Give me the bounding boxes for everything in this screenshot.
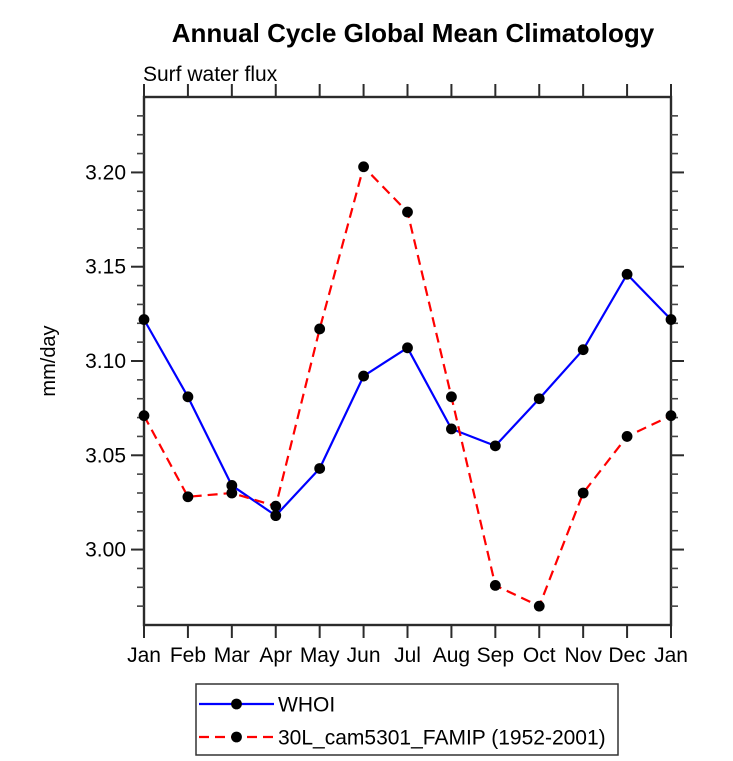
x-tick-label-0: Jan — [127, 644, 161, 667]
data-point-s1-m5 — [358, 161, 369, 173]
data-point-s0-m0 — [138, 314, 150, 325]
data-point-s1-m7 — [446, 391, 457, 403]
x-tick-label-8: Sep — [477, 644, 514, 667]
data-point-s1-m9 — [533, 600, 545, 612]
data-point-s1-m0 — [138, 410, 150, 422]
x-tick-label-3: Apr — [259, 644, 292, 667]
legend-box — [195, 683, 619, 756]
data-point-s0-m6 — [402, 342, 413, 354]
data-point-s0-m3 — [270, 510, 282, 522]
data-point-s0-m10 — [577, 344, 589, 356]
data-point-s0-m1 — [182, 391, 194, 403]
data-point-s0-m8 — [489, 440, 501, 452]
x-tick-label-4: May — [300, 644, 340, 667]
x-tick-label-9: Oct — [523, 644, 556, 667]
data-point-s0-m2 — [226, 480, 238, 491]
x-tick-label-11: Dec — [608, 644, 645, 667]
data-point-s0-m4 — [314, 463, 326, 474]
y-tick-label-0: 3.00 — [85, 539, 126, 562]
data-point-s0-m11 — [621, 268, 633, 280]
data-point-s1-m8 — [489, 580, 501, 591]
y-tick-label-2: 3.10 — [85, 350, 126, 373]
x-tick-label-12: Jan — [654, 644, 688, 667]
legend-marker-0 — [231, 698, 242, 710]
data-point-s1-m10 — [577, 487, 589, 499]
series-line-1 — [143, 165, 672, 608]
series-line-0 — [143, 273, 672, 517]
y-tick-label-1: 3.05 — [85, 444, 126, 467]
data-point-s1-m1 — [182, 491, 194, 503]
data-point-s1-m3 — [270, 500, 282, 512]
chart-subtitle: Surf water flux — [143, 63, 278, 86]
data-point-s1-m4 — [314, 323, 326, 335]
x-tick-label-5: Jun — [347, 644, 381, 667]
y-axis-title: mm/day — [38, 325, 60, 396]
x-tick-label-1: Feb — [170, 644, 206, 667]
data-point-s0-m5 — [358, 370, 369, 382]
x-tick-label-7: Aug — [433, 644, 470, 667]
data-point-s0-m9 — [533, 393, 545, 405]
data-point-s1-m2 — [226, 487, 238, 499]
data-point-s1-m6 — [402, 206, 413, 218]
x-tick-label-2: Mar — [214, 644, 250, 667]
legend-label-1: 30L_cam5301_FAMIP (1952-2001) — [278, 727, 606, 750]
chart-title: Annual Cycle Global Mean Climatology — [172, 18, 655, 48]
data-point-s0-m12 — [665, 314, 677, 325]
data-point-s0-m7 — [446, 423, 457, 435]
plot-frame — [142, 95, 673, 627]
data-point-s1-m11 — [621, 431, 633, 442]
x-tick-label-10: Nov — [564, 644, 602, 667]
legend-marker-1 — [231, 731, 242, 743]
y-tick-label-3: 3.15 — [85, 256, 126, 279]
legend-label-0: WHOI — [278, 694, 335, 717]
y-tick-label-4: 3.20 — [85, 161, 126, 184]
x-tick-label-6: Jul — [394, 644, 421, 667]
data-point-s1-m12 — [665, 410, 677, 422]
